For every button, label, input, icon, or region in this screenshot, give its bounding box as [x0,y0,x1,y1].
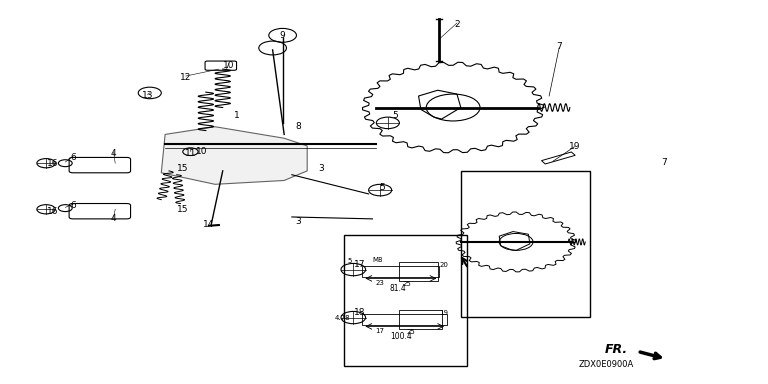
Text: 3: 3 [295,217,301,227]
Text: 7: 7 [556,42,562,51]
Text: 17: 17 [354,260,365,270]
Text: ZDX0E0900A: ZDX0E0900A [579,360,634,369]
Text: 5: 5 [347,258,352,264]
Bar [541,152,575,164]
Text: 5: 5 [379,183,386,192]
Text: 100.4: 100.4 [390,332,412,341]
Text: 4: 4 [111,149,117,158]
Bar [461,171,590,317]
Text: 8: 8 [295,122,301,131]
Text: 15: 15 [177,164,188,174]
Text: 6: 6 [70,201,76,210]
Text: 5: 5 [392,111,399,121]
Text: 9: 9 [280,31,286,40]
Text: 17: 17 [376,328,385,334]
Bar [362,314,447,325]
Text: 4.78: 4.78 [335,315,350,321]
Bar [399,310,442,329]
Bar [344,235,467,366]
Text: 6: 6 [70,153,76,162]
Text: 13: 13 [142,91,153,101]
Polygon shape [161,127,307,184]
Bar [399,262,438,281]
Text: 7: 7 [661,157,667,167]
Bar [362,266,439,277]
Text: 14: 14 [204,220,214,229]
Text: 25: 25 [406,329,415,335]
Text: 23: 23 [376,280,385,286]
Text: 16: 16 [47,159,58,168]
Text: 10: 10 [223,61,234,70]
Text: 10: 10 [196,147,207,156]
Text: 11: 11 [185,149,196,158]
Text: 2: 2 [454,20,460,30]
Text: 19: 19 [439,310,449,316]
Text: 16: 16 [47,207,58,216]
Text: M8: M8 [372,257,383,263]
Text: 20: 20 [439,262,449,268]
Text: 12: 12 [180,73,191,82]
Text: 25: 25 [402,281,412,287]
Text: 1: 1 [233,111,240,121]
Text: 15: 15 [177,205,188,214]
Text: 4: 4 [111,214,117,223]
Text: 81.4: 81.4 [389,284,406,293]
Text: 3: 3 [318,164,324,174]
Text: 19: 19 [569,142,580,151]
Text: FR.: FR. [605,343,628,356]
Text: 18: 18 [354,308,365,318]
